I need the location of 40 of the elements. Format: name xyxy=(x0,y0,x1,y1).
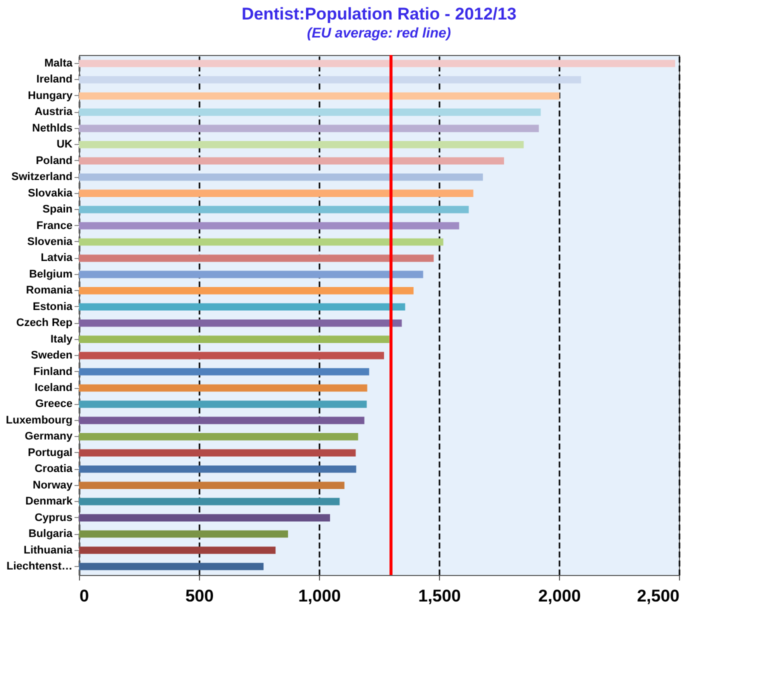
y-tick-label: Latvia xyxy=(40,252,74,264)
chart-subtitle: (EU average: red line) xyxy=(307,24,452,40)
y-tick-label: Lithuania xyxy=(24,544,74,556)
x-tick-label: 500 xyxy=(185,586,214,606)
x-tick-label: 1,500 xyxy=(418,586,461,606)
y-tick-label: Portugal xyxy=(28,446,72,459)
y-tick-label: Austria xyxy=(34,106,74,118)
y-tick-label: Czech Rep xyxy=(16,317,73,330)
x-tick-label: 2,000 xyxy=(538,586,581,606)
y-tick-label: Germany xyxy=(24,430,74,443)
y-tick-label: Slovakia xyxy=(28,187,74,200)
y-tick-label: Sweden xyxy=(30,350,73,362)
x-tick-label: 0 xyxy=(80,586,89,606)
y-tick-label: Ireland xyxy=(36,74,72,86)
y-tick-label: Luxembourg xyxy=(6,414,72,426)
y-tick-label: Liechtenst… xyxy=(6,560,72,572)
y-tick-label: Slovenia xyxy=(27,236,74,248)
y-tick-label: France xyxy=(36,220,72,232)
y-tick-label: UK xyxy=(56,138,73,151)
y-tick-label: Norway xyxy=(32,479,74,492)
y-tick-label: Romania xyxy=(26,284,74,297)
y-tick-label: Cyprus xyxy=(34,512,72,524)
y-tick-label: Belgium xyxy=(29,268,73,280)
x-tick-label: 2,500 xyxy=(636,586,680,606)
x-tick-label: 1,000 xyxy=(298,586,341,606)
y-tick-label: Nethlds xyxy=(32,122,72,134)
y-tick-label: Switzerland xyxy=(11,171,72,184)
y-tick-label: Estonia xyxy=(32,300,74,313)
y-tick-label: Finland xyxy=(33,366,72,378)
chart-title: Dentist:Population Ratio - 2012/13 xyxy=(242,4,516,24)
y-tick-label: Italy xyxy=(50,333,74,346)
y-tick-label: Greece xyxy=(35,398,72,410)
y-tick-label: Denmark xyxy=(25,496,74,508)
y-tick-label: Bulgaria xyxy=(28,528,74,540)
y-tick-label: Spain xyxy=(42,204,73,216)
y-tick-label: Iceland xyxy=(34,382,72,394)
y-tick-label: Poland xyxy=(36,154,72,167)
y-tick-label: Croatia xyxy=(34,463,74,476)
y-tick-label: Hungary xyxy=(28,90,74,102)
y-tick-label: Malta xyxy=(44,58,74,70)
